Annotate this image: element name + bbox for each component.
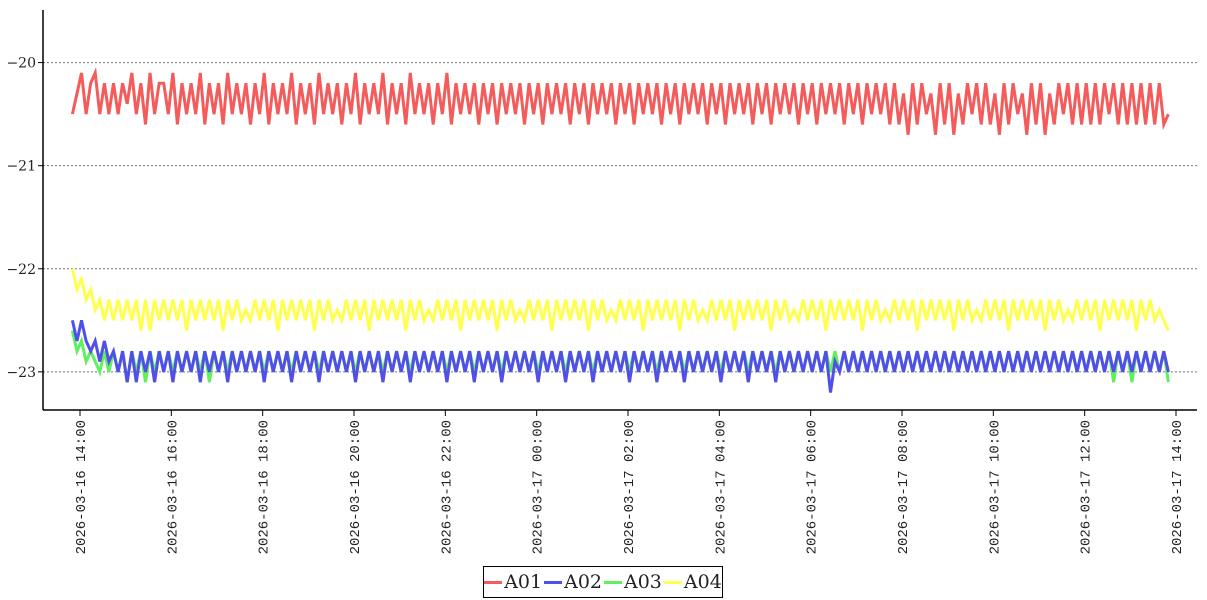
- legend-swatch: [604, 580, 622, 584]
- legend-swatch: [663, 580, 682, 584]
- y-tick-label: −22: [6, 262, 36, 278]
- x-tick-label: 2026-03-17 06:00: [805, 420, 821, 554]
- x-tick-label: 2026-03-17 00:00: [531, 420, 547, 554]
- legend-label: A04: [683, 571, 722, 593]
- y-tick-label: −21: [6, 159, 36, 175]
- series-line-a02: [70, 319, 1170, 393]
- legend-label: A02: [564, 571, 602, 593]
- series-line-a03: [70, 330, 1170, 383]
- x-tick-label: 2026-03-17 08:00: [896, 420, 912, 554]
- legend-item-a02: A02: [544, 571, 602, 593]
- x-tick-label: 2026-03-17 14:00: [1170, 420, 1186, 554]
- y-axis-ticks: −20 −21 −22 −23: [6, 56, 43, 381]
- x-tick-label: 2026-03-16 16:00: [165, 420, 181, 554]
- y-tick-label: −23: [6, 365, 36, 381]
- legend-item-a01: A01: [484, 571, 542, 593]
- legend-item-a03: A03: [604, 571, 662, 593]
- x-axis-ticks: 2026-03-16 14:00 2026-03-16 16:00 2026-03-…: [74, 410, 1186, 554]
- x-tick-label: 2026-03-17 04:00: [713, 420, 729, 554]
- x-tick-label: 2026-03-16 22:00: [439, 420, 455, 554]
- x-tick-label: 2026-03-16 18:00: [257, 420, 273, 554]
- series-line-a01: [70, 67, 1170, 135]
- x-tick-label: 2026-03-16 14:00: [74, 420, 90, 554]
- x-tick-label: 2026-03-17 10:00: [987, 420, 1003, 554]
- legend-swatch: [544, 580, 563, 584]
- legend-label: A01: [504, 571, 543, 593]
- x-tick-label: 2026-03-17 12:00: [1079, 420, 1095, 554]
- legend-item-a04: A04: [663, 571, 722, 593]
- x-tick-label: 2026-03-16 20:00: [348, 420, 364, 554]
- legend-label: A03: [624, 571, 662, 593]
- x-tick-label: 2026-03-17 02:00: [622, 420, 638, 554]
- series-line-a04: [70, 268, 1170, 332]
- series-lines: [70, 67, 1170, 393]
- y-tick-label: −20: [6, 56, 36, 72]
- legend: A01 A02 A03 A04: [483, 566, 723, 598]
- legend-swatch: [484, 580, 503, 584]
